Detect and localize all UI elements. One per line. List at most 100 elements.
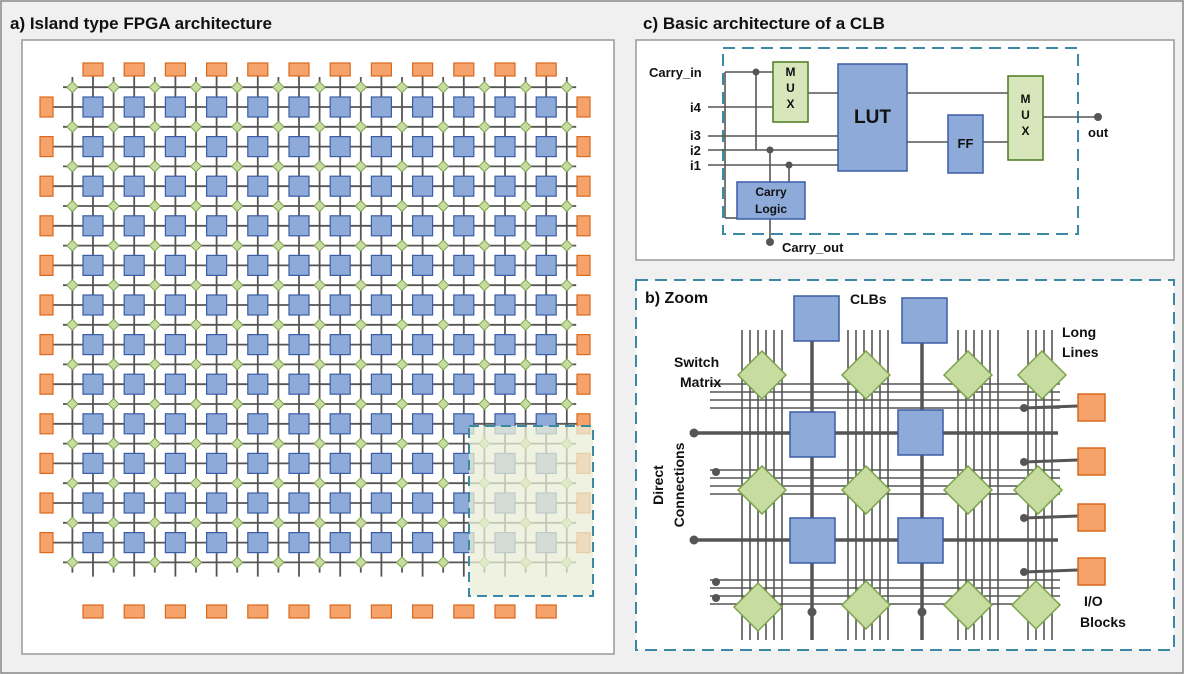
switch-matrix (436, 516, 450, 530)
clb-block (494, 334, 516, 356)
switch-matrix (736, 349, 788, 401)
clb-block (329, 413, 351, 435)
switch-matrix (148, 358, 162, 371)
switch-matrix (560, 80, 574, 94)
switch-matrix (313, 80, 326, 94)
switch-matrix (436, 160, 450, 173)
switch-matrix (354, 358, 368, 371)
io-block-left (39, 175, 54, 197)
io-block-bottom (412, 604, 434, 619)
clb-block (535, 215, 557, 237)
panel-c-title: c) Basic architecture of a CLB (643, 14, 885, 33)
clb-block (164, 531, 186, 554)
switch-matrix (395, 278, 409, 292)
clb-block (247, 413, 269, 435)
switch-matrix (519, 278, 532, 292)
switch-matrix (395, 397, 409, 411)
switch-matrix (395, 358, 409, 371)
clb-block (494, 96, 516, 118)
switch-matrix (230, 516, 244, 530)
io-block-bottom (247, 604, 269, 619)
io-block-left (39, 413, 54, 435)
clb-block (82, 492, 104, 514)
io-block-right (576, 96, 591, 118)
io-block-top (288, 62, 310, 77)
io-block (1077, 393, 1106, 422)
clb-block (123, 413, 145, 435)
switch-matrix (478, 397, 491, 411)
switch-matrix (519, 120, 532, 134)
switch-matrix (519, 239, 532, 252)
clb-block (329, 96, 351, 118)
input-label-i2: i2 (690, 143, 701, 158)
io-block-bottom (164, 604, 186, 619)
switch-matrix (66, 556, 79, 569)
switch-matrix (107, 80, 120, 94)
input-label-i1: i1 (690, 158, 701, 173)
switch-matrix (840, 579, 892, 631)
io-block-right (576, 254, 591, 276)
switch-matrix (313, 199, 326, 213)
switch-matrix (313, 278, 326, 292)
switch-matrix (395, 476, 409, 490)
switch-matrix (66, 437, 79, 450)
switch-matrix (189, 120, 203, 134)
clb-block (370, 96, 392, 118)
clb-block (535, 96, 557, 118)
switch-matrix (354, 556, 368, 569)
io-block-bottom (123, 604, 145, 619)
switch-matrix (230, 278, 244, 292)
clb-block (897, 409, 944, 456)
clb-block (82, 136, 104, 158)
switch-matrix (107, 437, 120, 450)
switch-matrix (354, 160, 368, 173)
clb-block (247, 373, 269, 395)
clb-block (494, 136, 516, 158)
clb-block (494, 254, 516, 276)
connection-dot (712, 578, 720, 586)
switch-matrix (436, 437, 450, 450)
clb-block (82, 531, 104, 554)
clb-block (206, 254, 228, 276)
clb-block (288, 254, 310, 276)
switch-matrix (354, 80, 368, 94)
switch-matrix (148, 437, 162, 450)
clb-block (123, 254, 145, 276)
clb-junctions (752, 68, 1102, 246)
panel-b-title: b) Zoom (645, 290, 708, 307)
switch-matrix (942, 349, 994, 401)
clb-block (453, 136, 475, 158)
switch-matrix (189, 556, 203, 569)
clb-block (370, 334, 392, 356)
io-block-bottom (370, 604, 392, 619)
switch-matrix (230, 199, 244, 213)
clb-block (123, 452, 145, 474)
switch-matrix (272, 397, 285, 411)
clb-block (247, 96, 269, 118)
switch-matrix (395, 239, 409, 252)
clb-block (453, 334, 475, 356)
zoom-interconnect (689, 295, 1106, 640)
clb-block (247, 254, 269, 276)
io-block-left (39, 452, 54, 474)
switch-matrix (395, 160, 409, 173)
clb-block (206, 452, 228, 474)
switch-matrix (436, 476, 450, 490)
clb-block (247, 452, 269, 474)
output-label: out (1088, 125, 1109, 140)
io-block-bottom (206, 604, 228, 619)
clb-block (494, 215, 516, 237)
clb-block (247, 492, 269, 514)
switch-matrix (66, 278, 79, 292)
switch-matrix (560, 120, 574, 134)
switch-matrix (189, 199, 203, 213)
clb-block (412, 413, 434, 435)
input-label-i3: i3 (690, 128, 701, 143)
connection-dot (689, 428, 699, 438)
clb-block (247, 294, 269, 316)
io-connection (1023, 404, 1079, 410)
clb-block (123, 175, 145, 197)
switch-matrix (272, 199, 285, 213)
